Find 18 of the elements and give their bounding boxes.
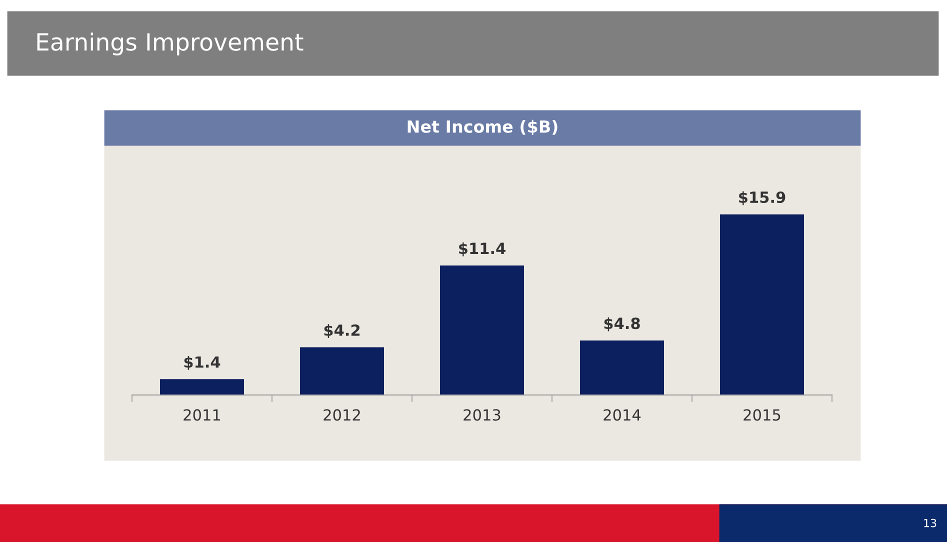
bar xyxy=(720,214,804,395)
x-tick-label: 2013 xyxy=(464,409,500,421)
bar xyxy=(440,265,524,395)
text: 13 xyxy=(924,518,936,528)
x-tick-label: 2011 xyxy=(184,409,220,421)
x-tick-label: 2014 xyxy=(604,409,641,421)
data-label: $1.4 xyxy=(184,356,220,370)
chart-subtitle: Net Income ($B) xyxy=(408,120,558,136)
bar xyxy=(300,347,384,395)
bar xyxy=(580,340,664,395)
data-label: $4.2 xyxy=(324,324,360,338)
data-label: $15.9 xyxy=(739,191,786,206)
chart-title: Earnings Improvement xyxy=(37,32,304,56)
x-tick-label: 2015 xyxy=(744,409,780,421)
data-label: $11.4 xyxy=(459,242,506,256)
data-label: $4.8 xyxy=(604,317,640,332)
bar xyxy=(160,379,244,395)
x-tick-label: 2012 xyxy=(324,409,360,421)
